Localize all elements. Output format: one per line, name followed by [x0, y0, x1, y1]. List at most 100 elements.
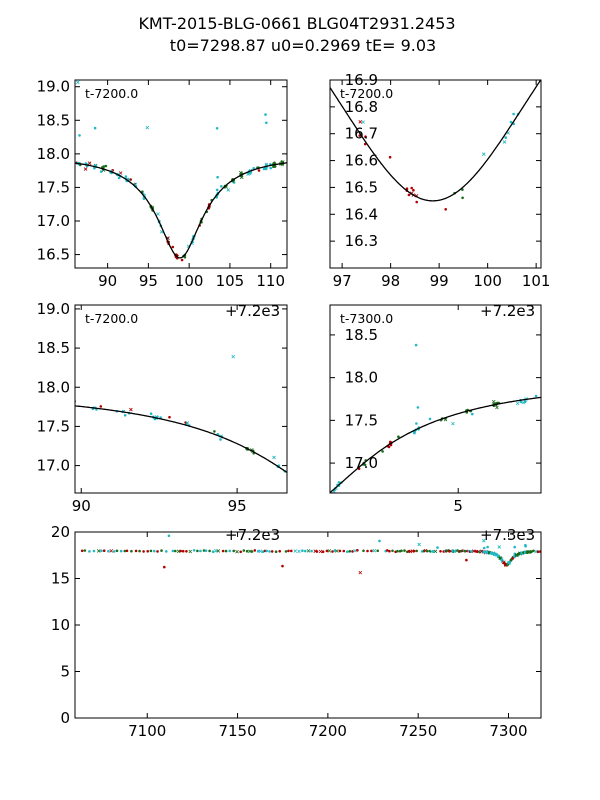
data-point [321, 494, 324, 497]
data-point [145, 125, 150, 130]
data-point [273, 165, 277, 168]
data-point [92, 549, 96, 553]
panel-d-frame [329, 304, 542, 494]
data-point [221, 549, 225, 553]
data-point [156, 550, 159, 553]
data-point [168, 415, 171, 419]
data-point [258, 549, 263, 554]
y-tick-label: 16.9 [345, 71, 378, 89]
y-tick-label: 16.3 [345, 232, 378, 250]
data-point [451, 421, 455, 426]
data-point [245, 549, 249, 553]
data-point [416, 406, 420, 409]
data-point [511, 556, 515, 560]
data-point [495, 405, 499, 410]
data-point [60, 402, 63, 405]
data-point [224, 549, 228, 553]
x-tick-label: 105 [216, 272, 245, 290]
y-tick-label: 5 [60, 663, 70, 681]
data-point [331, 550, 334, 553]
y-tick-label: 16.4 [345, 205, 378, 223]
y-tick-label: 16.8 [345, 98, 378, 116]
data-point [129, 407, 133, 412]
data-point [400, 549, 403, 553]
data-point [532, 549, 535, 553]
panel-e-plot-area [80, 534, 541, 575]
data-point [301, 549, 304, 552]
y-tick-label: 16.6 [345, 152, 378, 170]
data-point [414, 343, 418, 347]
data-point [146, 550, 149, 553]
data-point [396, 549, 399, 553]
data-point [307, 56, 310, 59]
data-point [65, 401, 68, 404]
data-point [303, 549, 307, 553]
data-point [216, 549, 221, 553]
data-point [160, 549, 163, 552]
data-point [370, 549, 373, 553]
data-point [509, 120, 513, 124]
data-point [78, 134, 81, 137]
data-point [167, 534, 171, 538]
data-point [129, 178, 132, 181]
data-point [397, 435, 400, 439]
x-axis-offset-label: +7.2e3 [225, 526, 280, 544]
data-point [310, 505, 313, 508]
data-point [381, 450, 384, 453]
data-point [123, 414, 127, 417]
data-point [124, 175, 128, 178]
data-point [219, 438, 222, 441]
data-point [179, 549, 182, 553]
x-tick-label: 95 [228, 497, 247, 515]
data-point [192, 549, 196, 552]
data-point [257, 169, 261, 172]
data-point [310, 488, 313, 491]
data-point [263, 549, 267, 553]
data-point [76, 80, 80, 85]
data-point [288, 160, 291, 163]
data-point [134, 549, 138, 553]
x-tick-label: 7200 [309, 722, 347, 740]
data-point [88, 550, 91, 553]
data-point [83, 167, 88, 171]
data-point [318, 549, 323, 554]
data-point [509, 558, 513, 562]
data-point [119, 549, 123, 553]
data-point [288, 161, 291, 164]
data-point [180, 258, 184, 262]
data-point [366, 549, 369, 553]
data-point [248, 549, 252, 554]
data-point [515, 401, 520, 406]
panel-d: 5 17.0 17.5 18.0 18.5t-7300.0 +7.3e3 [305, 304, 553, 544]
data-point [335, 549, 339, 553]
data-point [550, 394, 553, 397]
data-point [361, 120, 365, 124]
data-point [264, 162, 269, 167]
data-point [560, 57, 563, 60]
data-point [174, 549, 177, 553]
data-point [491, 399, 496, 404]
data-point [93, 126, 97, 130]
data-point [318, 71, 321, 74]
data-point [436, 546, 439, 549]
data-point [337, 481, 341, 484]
data-point [199, 549, 202, 553]
model-curve [75, 405, 287, 473]
y-tick-label: 18.5 [37, 339, 70, 357]
data-point [310, 549, 313, 553]
x-tick-label: 90 [72, 497, 91, 515]
data-point [235, 549, 239, 554]
data-point [413, 431, 416, 435]
panel-c-frame [74, 304, 288, 494]
data-point [498, 556, 502, 560]
data-point [412, 188, 415, 192]
data-point [265, 549, 269, 553]
data-point [444, 208, 448, 211]
data-point [305, 506, 308, 509]
data-point [264, 167, 268, 171]
data-point [502, 140, 507, 144]
y-tick-label: 17.0 [37, 457, 70, 475]
data-point [363, 142, 367, 146]
data-point [289, 161, 292, 164]
